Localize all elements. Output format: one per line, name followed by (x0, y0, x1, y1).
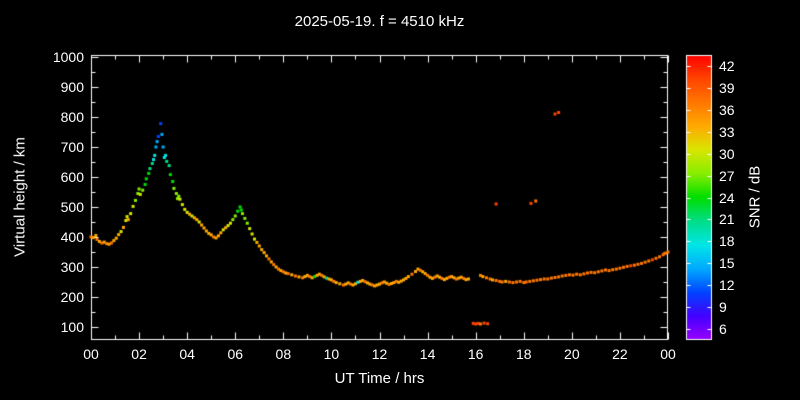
x-tick-label: 22 (612, 346, 628, 362)
colorbar-tick-label: 18 (719, 233, 735, 250)
y-tick-label: 1000 (52, 49, 84, 65)
colorbar-tick-label: 15 (719, 255, 735, 272)
colorbar-tick-label: 39 (719, 79, 735, 96)
colorbar-tick-label: 21 (719, 211, 735, 228)
y-tick-label: 600 (60, 169, 84, 185)
colorbar-tick-label: 33 (719, 123, 735, 140)
colorbar-title: SNR / dB (746, 165, 764, 229)
x-tick-label: 20 (564, 346, 580, 362)
y-tick-label: 900 (60, 79, 84, 95)
y-tick-label: 200 (60, 289, 84, 305)
x-tick-label: 04 (179, 346, 195, 362)
x-tick-label: 02 (131, 346, 147, 362)
x-tick-label: 12 (371, 346, 388, 362)
x-tick-label: 00 (660, 346, 676, 362)
y-tick-label: 700 (60, 139, 84, 155)
y-tick-label: 800 (60, 109, 84, 125)
y-tick-label: 300 (60, 259, 84, 275)
colorbar-tick-label: 9 (719, 299, 727, 316)
y-tick-label: 400 (60, 229, 84, 245)
x-tick-label: 14 (419, 346, 436, 362)
x-tick-label: 00 (83, 346, 99, 362)
colorbar-tick-label: 12 (719, 277, 735, 294)
colorbar-tick-label: 42 (719, 57, 735, 74)
y-tick-label: 500 (60, 199, 84, 215)
colorbar-tick-label: 30 (719, 145, 735, 162)
y-tick-label: 100 (60, 319, 84, 335)
x-tick-label: 18 (515, 346, 532, 362)
x-tick-label: 16 (467, 346, 484, 362)
x-tick-label: 08 (275, 346, 292, 362)
colorbar-tick-label: 27 (719, 167, 735, 184)
colorbar-tick-label: 6 (719, 321, 727, 338)
chart-title: 2025-05-19. f = 4510 kHz (294, 13, 465, 30)
colorbar-tick-label: 36 (719, 101, 735, 118)
x-tick-label: 06 (227, 346, 244, 362)
x-axis-title: UT Time / hrs (334, 370, 425, 387)
x-tick-label: 10 (323, 346, 340, 362)
y-axis-title: Virtual height / km (11, 137, 29, 257)
colorbar-tick-label: 24 (719, 189, 735, 206)
